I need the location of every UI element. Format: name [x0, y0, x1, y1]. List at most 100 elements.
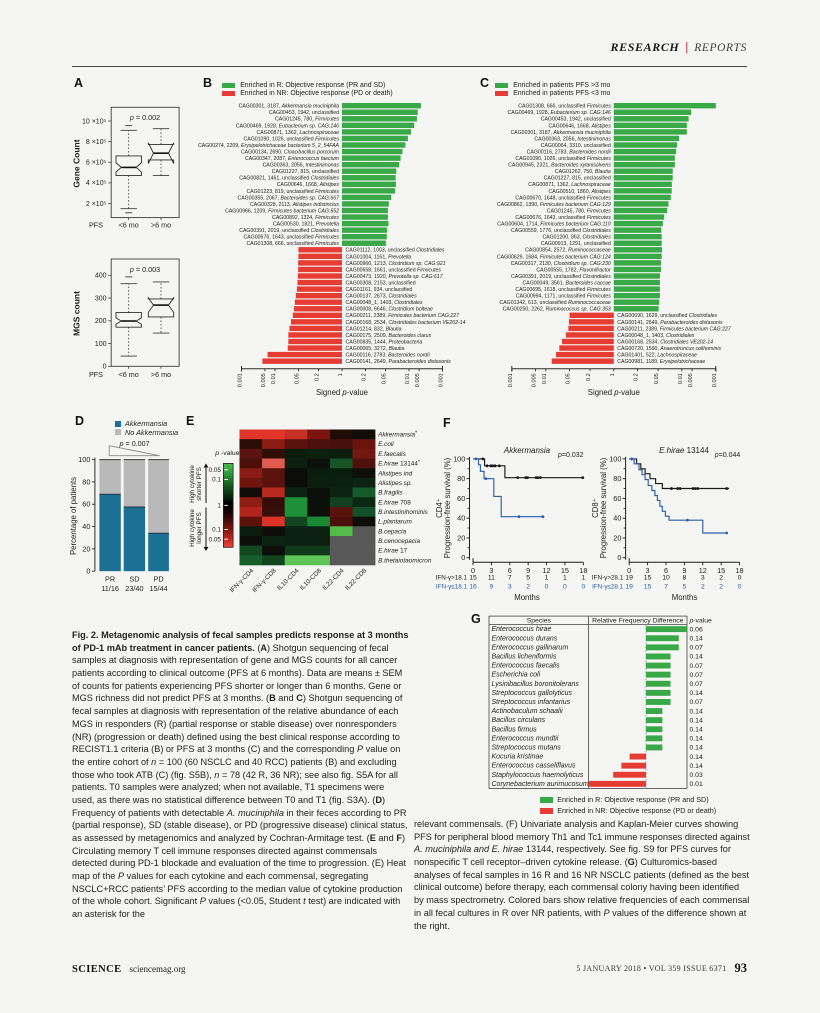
mgs-label: CAG00391, 2019, unclassified Clostridial… [511, 274, 611, 280]
mgs-label: CAG00049, 3561, Bacteroides caccae [523, 280, 611, 286]
heatmap-row-label: E.hirae 13144* [378, 460, 421, 468]
heatmap-row-label: Alistipes ind [377, 470, 413, 477]
pvalue-bar-enriched-r [613, 129, 687, 135]
caption-run: B [269, 693, 276, 704]
p-value: 0.14 [690, 717, 703, 724]
mgs-label: CAG00347, 2087, Enterococcus faecium [245, 156, 340, 162]
pvalue-bar-enriched-nr [556, 351, 614, 358]
pvalue-bar-enriched-nr [295, 292, 342, 299]
direction-label: longer PFS [196, 512, 203, 544]
pvalue-bar-enriched-nr [297, 273, 342, 279]
mgs-label: CAG01245, 780, Firmicutes [547, 208, 611, 214]
caption-run: P [356, 744, 364, 755]
mgs-label: CAG00453, 1942, unclassified [541, 117, 611, 123]
caption-run: P [117, 871, 125, 882]
species-label: Streptococcus mutans [492, 745, 562, 752]
mgs-label: CAG01245, 780, Firmicutes [275, 117, 339, 123]
at-risk-count: 1 [545, 574, 549, 581]
caption-run: n [151, 756, 157, 767]
mgs-label: CAG00473, 1920, Prevotella sp. CAG:617 [346, 274, 444, 280]
heatmap-cell [262, 497, 285, 508]
x-tick-label: 1 [338, 373, 344, 376]
footer-brand: SCIENCE [72, 964, 122, 975]
pvalue-bar-enriched-r [613, 207, 668, 214]
p-value: 0.01 [690, 781, 703, 788]
mgs-label: CAG00469, 1928, Eubacterium sp. CAG:146 [236, 123, 339, 129]
chart-text: 20 [82, 544, 90, 553]
panel-b-chart: CAG00301, 3187, Akkermansia muciniphilaC… [198, 103, 466, 397]
frequency-bar-negative [588, 780, 646, 787]
pvalue-bar-enriched-r [613, 148, 677, 155]
panel-g-letter: G [471, 612, 481, 626]
p-value: 0.14 [690, 636, 703, 643]
heatmap-cell [284, 439, 308, 450]
pvalue-bar-enriched-nr [289, 325, 342, 332]
frequency-bar-positive [646, 708, 663, 714]
panel-f-letter: F [443, 416, 451, 430]
heatmap-cell [352, 439, 376, 450]
heatmap-row-label: L.plantarum [378, 519, 412, 526]
mgs-label: CAG00892, 1324, Firmicutes [272, 215, 339, 221]
mgs-label: CAG01090, 1026, unclassified Firmicutes [515, 156, 611, 162]
frequency-bar-positive [646, 653, 671, 660]
p-value: 0.14 [690, 727, 703, 734]
arrow-head [203, 547, 209, 551]
mgs-label: CAG00720, 1590, Anaerotruncus colihomini… [617, 346, 721, 352]
mgs-label: CAG01090, 1026, unclassified Firmicutes [244, 136, 340, 142]
legend-label: Enriched in patients PFS >3 mo [513, 82, 611, 89]
heatmap-cell [352, 545, 376, 556]
heatmap-row-label: Alistipes sp. [377, 480, 412, 487]
caption-run: values of the difference shown at the ri… [414, 907, 747, 931]
p-value: 0.14 [690, 754, 703, 761]
pvalue-bar-enriched-r [613, 188, 672, 194]
teal-swatch [114, 420, 121, 427]
notched-box [147, 296, 175, 318]
heatmap-cell [352, 468, 376, 479]
at-risk-count: 15 [644, 583, 652, 590]
panel-e-heatmap: Akkermansia* E.coli E.faecalis E.hirae 1314… [189, 429, 432, 594]
heatmap-cell [329, 535, 353, 546]
pvalue-bar-enriched-nr [298, 247, 342, 253]
panel-e-letter: E [186, 414, 195, 428]
caption-run: A. muciniphila [226, 807, 284, 818]
heatmap-cell [284, 458, 308, 469]
panel-f-pvalue-2: p=0.044 [714, 451, 741, 459]
species-label: Escherichia coli [492, 672, 541, 679]
frequency-bar-positive [646, 671, 671, 678]
heatmap-cell [239, 526, 263, 537]
pvalue-bar-enriched-r [342, 103, 421, 109]
at-risk-count: 3 [701, 574, 705, 581]
p-value: 0.14 [690, 745, 703, 752]
heatmap-cell [262, 526, 285, 537]
heatmap-cell [284, 477, 308, 488]
x-tick-label: 0.01 [405, 373, 411, 384]
pvalue-bar-enriched-nr [287, 345, 342, 351]
page-footer: SCIENCE sciencemag.org 5 JANUARY 2018 • V… [72, 959, 747, 977]
header-divider: | [685, 39, 689, 54]
frequency-bar-negative [613, 771, 646, 778]
at-risk-count: 8 [682, 574, 686, 581]
chart-text: 80 [82, 477, 90, 486]
pvalue-bar-enriched-r [613, 273, 660, 279]
panel-a-boxplots: 10 ×10⁵ 8 ×10⁵ 6 ×10⁵ 4 ×10⁵ 2 ×10⁵ <6 mo >6 m… [82, 106, 180, 379]
legend-label: Enriched in patients PFS <3 mo [513, 90, 611, 98]
censor-mark [691, 487, 695, 490]
heatmap-cell [329, 497, 353, 508]
species-label: Staphylococcus haemolyticus [492, 772, 584, 779]
chart-text: 0 [461, 553, 465, 562]
species-label: Streptococcus infantarius [492, 699, 571, 706]
caption-run: ) Culturomics-based analyses of fecal sa… [414, 857, 750, 918]
heatmap-cell [262, 477, 285, 488]
panel-f-pvalue-1: p=0.032 [557, 451, 584, 459]
heatmap-cell [284, 429, 308, 440]
panel-c-chart: CAG01308, 666, unclassified FirmicutesCA… [497, 103, 732, 397]
p-value: 0.14 [690, 736, 703, 743]
chart-text: 3 [489, 566, 493, 575]
panel-f-xlabel-1: Months [514, 592, 540, 602]
at-risk-count: 19 [625, 583, 633, 590]
x-category-count: 11/16 [101, 584, 119, 593]
frequency-bar-positive [646, 680, 671, 687]
mgs-label: CAG00141, 2649, Parabacteroides distason… [617, 320, 723, 326]
heatmap-cell [329, 487, 353, 498]
